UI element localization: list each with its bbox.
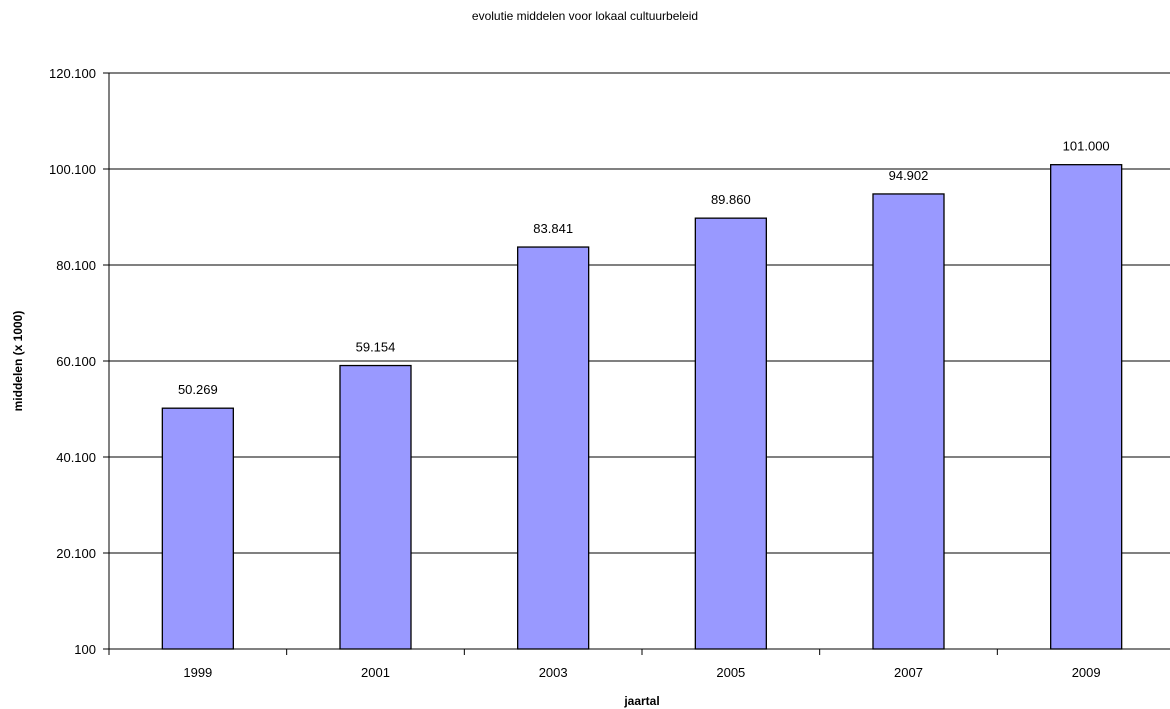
bar xyxy=(161,407,234,650)
data-label: 94.902 xyxy=(889,168,929,183)
y-tick-label: 80.100 xyxy=(56,258,96,273)
data-label: 50.269 xyxy=(178,382,218,397)
data-label: 59.154 xyxy=(356,340,396,355)
x-tick-label: 1999 xyxy=(183,665,212,680)
bar xyxy=(1050,164,1123,650)
x-tick-labels: 1999 2001 2003 2005 2007 2009 xyxy=(183,665,1100,680)
x-tick-label: 2005 xyxy=(716,665,745,680)
x-tick-label: 2007 xyxy=(894,665,923,680)
chart-title: evolutie middelen voor lokaal cultuurbel… xyxy=(472,9,698,23)
y-axis-title: middelen (x 1000) xyxy=(11,311,25,412)
bar xyxy=(339,364,412,650)
data-label: 89.860 xyxy=(711,192,751,207)
x-tick-label: 2003 xyxy=(539,665,568,680)
gridlines xyxy=(109,72,1170,554)
y-tick-labels: 100 20.100 40.100 60.100 80.100 100.100 120.10… xyxy=(49,66,96,657)
y-tick-label: 40.100 xyxy=(56,450,96,465)
bars xyxy=(161,164,1123,650)
y-tick-label: 20.100 xyxy=(56,546,96,561)
y-tick-label: 120.100 xyxy=(49,66,96,81)
y-tick-label: 60.100 xyxy=(56,354,96,369)
y-tick-label: 100.100 xyxy=(49,162,96,177)
y-tick-label: 100 xyxy=(74,642,96,657)
axes xyxy=(103,72,1170,655)
data-label: 83.841 xyxy=(533,221,573,236)
bar xyxy=(694,217,767,650)
data-labels: 50.269 59.154 83.841 89.860 94.902 101.000 xyxy=(178,139,1110,398)
x-tick-label: 2001 xyxy=(361,665,390,680)
x-tick-label: 2009 xyxy=(1072,665,1101,680)
bar xyxy=(872,193,945,650)
bar xyxy=(517,246,590,650)
data-label: 101.000 xyxy=(1063,139,1110,154)
x-axis-title: jaartal xyxy=(623,694,659,708)
